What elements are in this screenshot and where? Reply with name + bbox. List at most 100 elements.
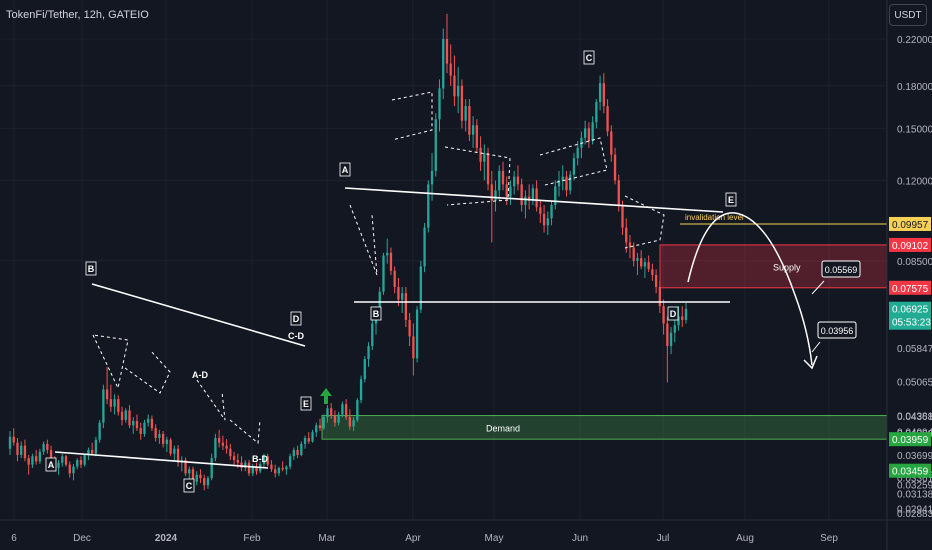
time-axis-label: Jun [572,533,588,544]
candle [572,152,576,181]
candle [255,462,258,475]
candle [677,306,680,331]
time-axis[interactable]: 6 Dec 2024 Feb Mar Apr May Jun Jul Aug Sep [0,519,932,544]
candle [557,170,561,197]
candle [315,422,318,437]
price-axis[interactable]: 0.22000 0.18000 0.15000 0.12000 0.08500 0.058… [886,0,932,550]
candle [68,461,71,478]
candle-body [632,247,635,261]
candle [143,419,146,437]
candle-body [23,445,27,459]
candle [393,266,396,294]
candle-body [382,255,385,292]
candle-body [617,180,620,206]
candle-body [524,196,527,206]
candle-body [464,106,467,121]
candle-body [419,266,422,310]
candle-body [468,106,471,135]
candle [270,460,273,472]
candle-body [57,462,60,468]
candle-body [288,456,292,467]
candle [348,409,352,430]
candle-body [322,417,325,429]
candle [408,312,411,347]
candle-body [442,38,445,89]
candle-body [412,336,415,359]
time-axis-label: Sep [820,533,838,544]
candle-body [681,316,684,320]
wave-label: E [728,195,734,205]
candle-body [658,287,662,307]
candle-body [404,293,408,320]
candle-body [31,456,34,465]
candle [427,180,430,233]
candle-body [72,466,75,474]
candle-body [98,422,101,440]
candle [322,414,325,430]
candle [12,428,15,446]
candle [595,99,598,129]
candle [539,200,542,223]
candle [359,375,363,404]
candle-body [509,186,512,197]
candle-body [262,456,266,464]
candle [109,384,112,412]
candle [621,200,624,235]
candle [486,147,490,191]
candle [165,436,169,452]
candle-body [613,154,617,181]
candle [307,432,310,444]
pattern-outline [539,137,608,186]
price-tick-label: 0.22000 [897,35,932,46]
candle [94,436,98,457]
candle-body [49,449,53,462]
candle [509,180,512,206]
candle [341,401,344,418]
candle-body [158,433,161,438]
candle-body [214,437,217,459]
candle [471,116,475,148]
wave-label: E [303,399,309,409]
time-axis-label: 6 [11,533,17,544]
candle [494,180,497,212]
candle-body [363,359,366,380]
candle [550,200,553,226]
candle-body [270,464,273,470]
candle [38,448,42,464]
candle [91,442,94,455]
candle [613,147,617,185]
candle [643,258,647,278]
grid [0,0,887,520]
candle-body [572,158,576,175]
candle-body [460,85,464,121]
projected-path [687,212,813,366]
candle [225,439,228,454]
candle [442,28,445,100]
candle [569,170,572,195]
candle [673,319,676,343]
candle [654,269,658,294]
candle-body [359,379,363,401]
candle [415,306,419,363]
candle-body [229,448,232,457]
candle [501,161,505,191]
price-tag-label: 0.09102 [892,241,929,252]
candle-body [232,456,236,461]
candle [662,299,665,335]
candle-body [277,467,281,474]
currency-button[interactable]: USDT [889,4,927,26]
candle-body [251,466,254,474]
time-axis-label: Feb [243,533,261,544]
wave-label: A [48,460,55,470]
candle [400,287,404,313]
price-tick-label: 0.18000 [897,82,932,93]
candle-body [483,152,486,162]
time-axis-label: Jul [657,533,670,544]
candle [483,144,486,181]
candle [132,417,135,434]
candle [34,449,38,465]
target-pointer [811,280,825,295]
candle-body [423,227,426,267]
